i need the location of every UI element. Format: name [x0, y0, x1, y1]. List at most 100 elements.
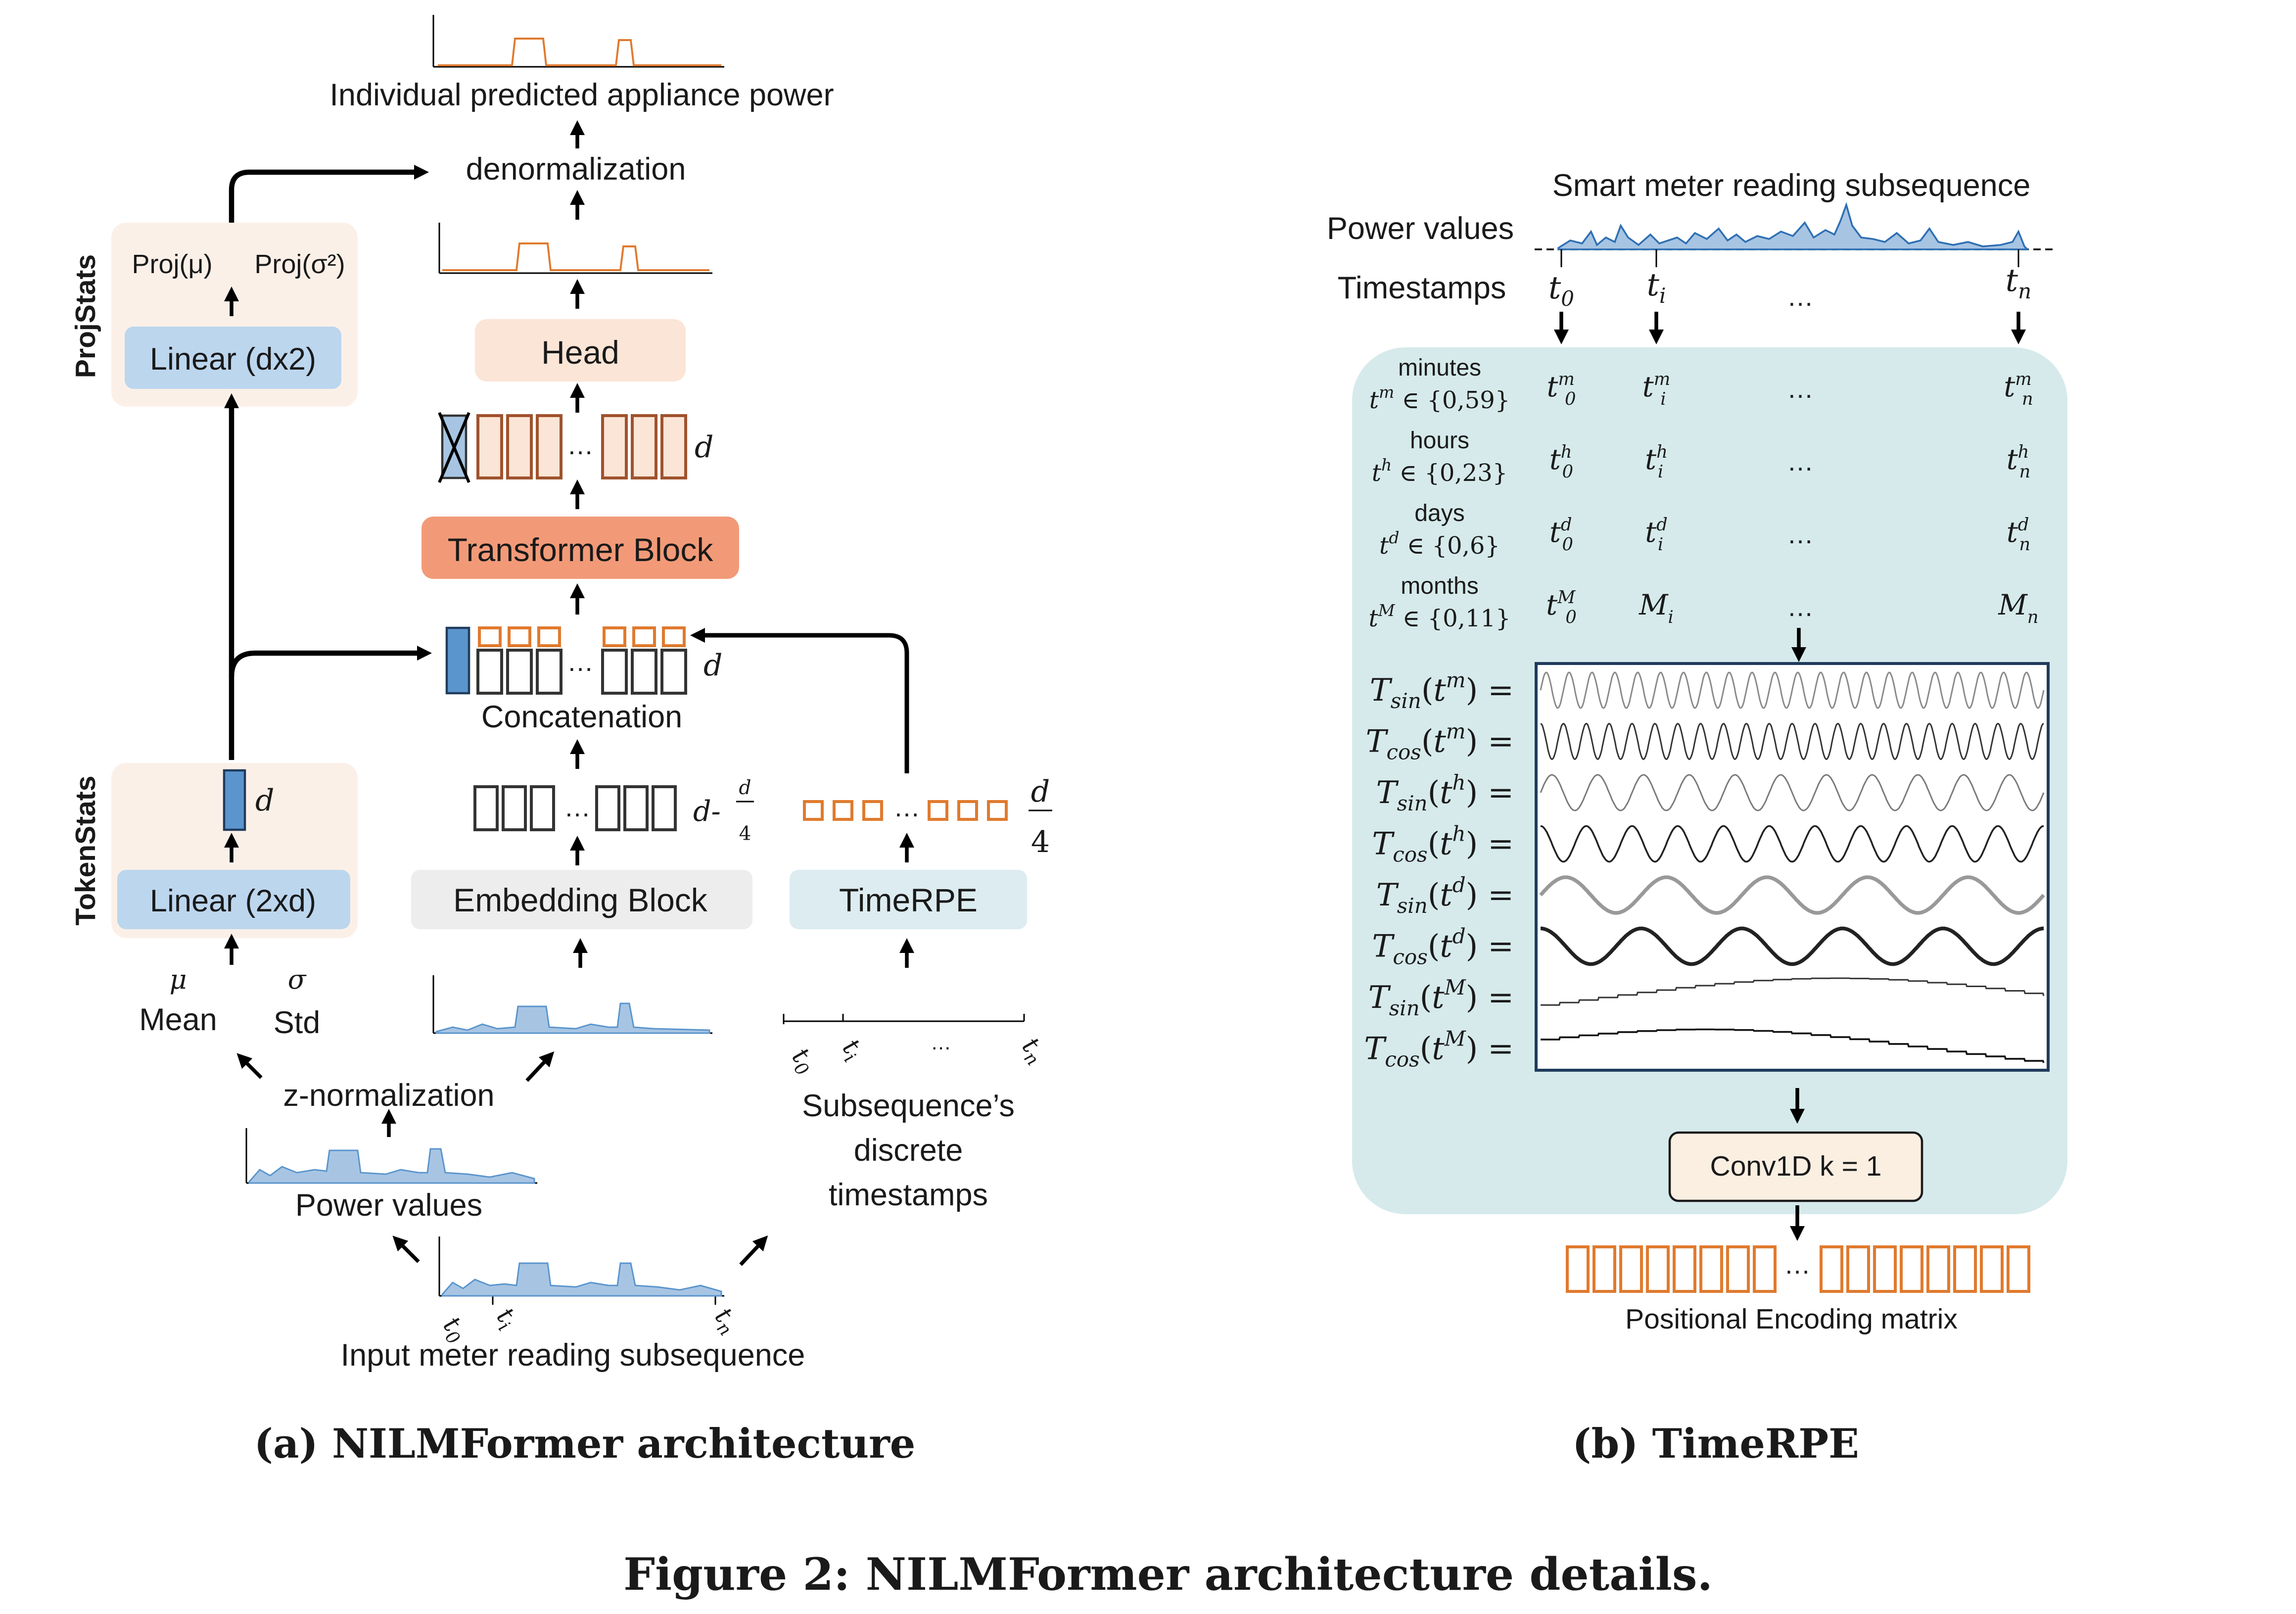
mean-label: Mean	[139, 1002, 217, 1037]
frac-den: 4	[739, 823, 751, 845]
pe-token	[1953, 1245, 1977, 1293]
pe-token	[1593, 1245, 1616, 1293]
row-range: td ∈ {0,6}	[1379, 528, 1500, 560]
sigma-symbol: σ	[288, 964, 307, 995]
mu-symbol: μ	[169, 964, 187, 995]
tn-label: tn	[1013, 1032, 1052, 1070]
row-cell-ti: Mi	[1639, 589, 1674, 627]
dots: …	[1784, 1250, 1811, 1280]
pe-token	[1699, 1245, 1723, 1293]
d-label: d	[703, 648, 722, 683]
wave-line	[1541, 926, 2044, 966]
wave-label: Tsin(tM) =	[1368, 975, 1514, 1020]
stat-token	[223, 769, 246, 831]
output-power-plot	[432, 15, 724, 68]
pe-token	[1726, 1245, 1750, 1293]
wave-label: Tsin(th) =	[1376, 770, 1514, 815]
linear-dx2-block	[125, 327, 341, 389]
projstats-to-denorm-arrow	[229, 165, 429, 223]
concat-label: Concatenation	[481, 700, 682, 734]
pe-token	[1566, 1245, 1590, 1293]
row-cell-t0: td 0	[1549, 515, 1573, 555]
timerpe-block	[790, 870, 1027, 929]
wave-line	[1540, 825, 2044, 863]
head-label: Head	[541, 334, 619, 371]
row-cell-t0: tM 0	[1546, 587, 1577, 627]
frac-den: 4	[1031, 825, 1050, 859]
normalized-input-plot	[432, 975, 712, 1034]
row-name: hours	[1410, 427, 1469, 454]
tokenstats-label: TokenStats	[70, 775, 101, 925]
dots: …	[1787, 282, 1814, 312]
pe-token	[2007, 1245, 2030, 1293]
transformer-label: Transformer Block	[448, 531, 714, 568]
caption-b: (b) TimeRPE	[1572, 1421, 1859, 1468]
ti-label: ti	[488, 1302, 523, 1335]
t0-label: t0	[783, 1042, 822, 1080]
wave-line	[1539, 875, 2045, 915]
linear-2xd-block	[117, 870, 350, 929]
row-cell-tn: td n	[2007, 515, 2030, 555]
embedding-block	[411, 870, 752, 929]
arrow-up-icon	[525, 1051, 555, 1082]
wave-label: Tcos(td) =	[1372, 924, 1514, 969]
row-name: months	[1401, 573, 1478, 599]
row-cell-t0: th 0	[1549, 442, 1573, 482]
dots: …	[567, 647, 594, 677]
wave-label: Tsin(tm) =	[1370, 668, 1514, 713]
linear-dx2-label: Linear (dx2)	[150, 342, 316, 377]
dots: …	[1787, 374, 1814, 404]
dots: …	[1787, 520, 1814, 549]
row-range: th ∈ {0,23}	[1372, 455, 1508, 487]
input-label: Input meter reading subsequence	[341, 1338, 805, 1373]
pe-token	[1646, 1245, 1670, 1293]
timestamp-ticks	[1560, 249, 2019, 267]
timerpe-to-concat-arrow	[690, 628, 909, 773]
normalized-prediction-plot	[438, 223, 712, 274]
dots: …	[931, 1031, 951, 1054]
waveform-box	[1535, 662, 2050, 1072]
dots: …	[1787, 447, 1814, 476]
wave-label: Tsin(td) =	[1376, 873, 1514, 918]
arrow-up-icon	[236, 1053, 263, 1079]
dots: …	[564, 793, 591, 822]
smart-meter-plot	[1535, 202, 2057, 250]
d-label: d	[255, 783, 274, 818]
std-label: Std	[274, 1005, 321, 1040]
proj-sigma: Proj(σ²)	[254, 249, 345, 279]
waveforms	[1539, 671, 2045, 1063]
subseq-label-3: timestamps	[829, 1178, 988, 1212]
tn-label: tn	[706, 1302, 745, 1340]
timerpe-tokens	[803, 800, 1008, 821]
frac-num: d	[1031, 774, 1050, 809]
wave-labels: Tsin(tm) = Tcos(tm) = Tsin(th) = Tcos(th) =…	[1364, 668, 1514, 1072]
pe-token	[1873, 1245, 1897, 1293]
dots: …	[1787, 592, 1814, 622]
d-minus-label: d-	[693, 795, 721, 828]
wave-line	[1540, 722, 2044, 760]
row-range: tm ∈ {0,59}	[1369, 382, 1510, 414]
wave-label: Tcos(th) =	[1372, 822, 1514, 867]
power-values-label: Power values	[1327, 211, 1514, 246]
pe-token	[1926, 1245, 1950, 1293]
row-range: tM ∈ {0,11}	[1368, 601, 1510, 632]
conv1d-block	[1668, 1131, 1923, 1202]
wave-line	[1541, 977, 2045, 1006]
t0-label: t0	[1548, 270, 1574, 311]
dots: …	[567, 430, 594, 460]
znorm-label: z-normalization	[283, 1078, 494, 1113]
arrow-up-icon	[739, 1235, 768, 1266]
figure-caption: Figure 2: NILMFormer architecture detail…	[623, 1548, 1713, 1601]
row-cell-ti: th i	[1645, 442, 1668, 482]
wave-line	[1541, 1028, 2045, 1063]
pe-token	[1980, 1245, 2004, 1293]
d-label: d	[695, 430, 713, 465]
frac-num: d	[739, 777, 751, 799]
smart-meter-title: Smart meter reading subsequence	[1552, 168, 2031, 203]
conv1d-label: Conv1D k = 1	[1710, 1150, 1882, 1182]
caption-a: (a) NILMFormer architecture	[254, 1421, 916, 1468]
ti-label: ti	[834, 1033, 869, 1067]
output-tokens	[438, 412, 687, 483]
subseq-label-1: Subsequence’s	[802, 1089, 1015, 1123]
